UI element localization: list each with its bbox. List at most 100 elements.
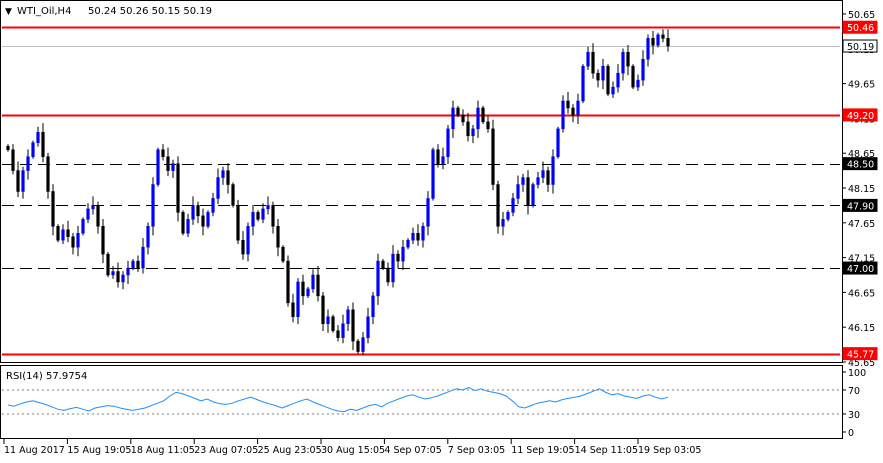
candle-body xyxy=(236,205,240,241)
candles-layer xyxy=(6,29,670,356)
candle-body xyxy=(291,302,295,318)
candle-body xyxy=(461,114,465,123)
candle-body xyxy=(631,65,635,88)
candle-body xyxy=(146,226,150,248)
time-tick-label: 11 Sep 19:05 xyxy=(511,445,574,456)
candle-body xyxy=(91,205,95,210)
candle-body xyxy=(36,132,40,144)
candle-body xyxy=(356,340,360,352)
price-label-text: 49.20 xyxy=(847,111,874,122)
price-tick-label: 47.65 xyxy=(848,219,875,230)
candle-body xyxy=(636,79,640,88)
candle-body xyxy=(571,107,575,116)
price-label-text: 47.00 xyxy=(847,264,874,275)
candle-body xyxy=(451,107,455,130)
time-tick-label: 15 Aug 19:05 xyxy=(67,445,131,456)
candle-body xyxy=(26,156,30,171)
time-tick-label: 30 Aug 15:05 xyxy=(321,445,385,456)
candle-body xyxy=(21,170,25,192)
candle-body xyxy=(161,149,165,157)
candle-body xyxy=(591,52,595,74)
candle-body xyxy=(486,121,490,130)
time-tick-label: 23 Aug 07:05 xyxy=(194,445,258,456)
candle-body xyxy=(281,246,285,262)
price-label-box xyxy=(842,261,878,275)
price-axis-ticks: 50.6550.1549.6549.1548.6548.1547.6547.15… xyxy=(842,10,875,369)
candle-body xyxy=(166,156,170,171)
candle-body xyxy=(551,156,555,185)
price-label-text: 47.90 xyxy=(847,201,874,212)
candle-body xyxy=(101,226,105,255)
candle-body xyxy=(641,58,645,81)
candle-body xyxy=(576,100,580,116)
candle-body xyxy=(81,219,85,234)
price-label-box xyxy=(842,39,878,53)
candle-body xyxy=(106,253,110,276)
candle-body xyxy=(196,205,200,217)
candle-body xyxy=(226,170,230,185)
candle-body xyxy=(286,260,290,304)
price-label-text: 48.50 xyxy=(847,160,874,171)
candle-body xyxy=(411,232,415,241)
candle-body xyxy=(441,156,445,164)
price-label-box xyxy=(842,108,878,122)
candle-body xyxy=(31,142,35,157)
candle-body xyxy=(246,226,250,255)
horizontal-lines-layer xyxy=(2,26,840,356)
candle-body xyxy=(61,229,65,241)
candle-body xyxy=(326,316,330,324)
candle-body xyxy=(646,38,650,60)
price-label-box xyxy=(842,198,878,212)
candle-body xyxy=(6,145,10,150)
price-tick-label: 45.65 xyxy=(848,358,875,369)
price-tick-label: 48.15 xyxy=(848,184,875,195)
candle-body xyxy=(46,156,50,192)
candle-body xyxy=(156,149,160,185)
candle-body xyxy=(436,149,440,164)
candle-body xyxy=(176,163,180,213)
candle-body xyxy=(656,34,660,46)
candle-body xyxy=(491,128,495,185)
candle-body xyxy=(201,215,205,227)
price-labels-layer: 50.46 50.19 49.20 48.50 47.90 47.00 45.77 xyxy=(842,20,878,361)
candle-body xyxy=(116,271,120,283)
candle-body xyxy=(556,128,560,157)
candle-body xyxy=(221,170,225,178)
candle-body xyxy=(276,226,280,248)
candle-body xyxy=(111,271,115,276)
candle-body xyxy=(446,128,450,157)
candle-body xyxy=(336,330,340,338)
candle-body xyxy=(506,212,510,220)
rsi-tick-label: 70 xyxy=(848,386,860,397)
candle-body xyxy=(56,226,60,241)
candle-body xyxy=(331,316,335,331)
candle-body xyxy=(616,72,620,88)
price-label-text: 50.19 xyxy=(847,42,874,53)
candle-body xyxy=(241,239,245,255)
main-panel-frame xyxy=(0,0,843,363)
candle-body xyxy=(651,38,655,46)
candle-body xyxy=(216,177,220,199)
candle-body xyxy=(376,260,380,297)
price-tick-label: 50.65 xyxy=(848,10,875,21)
rsi-label: RSI(14) 57.9754 xyxy=(6,371,87,382)
candle-body xyxy=(136,260,140,269)
candle-body xyxy=(316,274,320,297)
candle-body xyxy=(406,239,410,248)
candle-body xyxy=(501,219,505,227)
price-label-box xyxy=(842,157,878,171)
candle-body xyxy=(346,309,350,324)
candle-body xyxy=(366,316,370,338)
candle-body xyxy=(131,260,135,269)
candle-body xyxy=(71,236,75,248)
candle-body xyxy=(611,86,615,95)
candle-body xyxy=(186,219,190,234)
candle-body xyxy=(271,205,275,227)
candle-body xyxy=(301,281,305,297)
candle-body xyxy=(76,232,80,248)
candle-body xyxy=(296,281,300,318)
header-arrow-icon: ▼ xyxy=(5,7,12,17)
candle-body xyxy=(416,232,420,241)
candle-body xyxy=(531,184,535,206)
